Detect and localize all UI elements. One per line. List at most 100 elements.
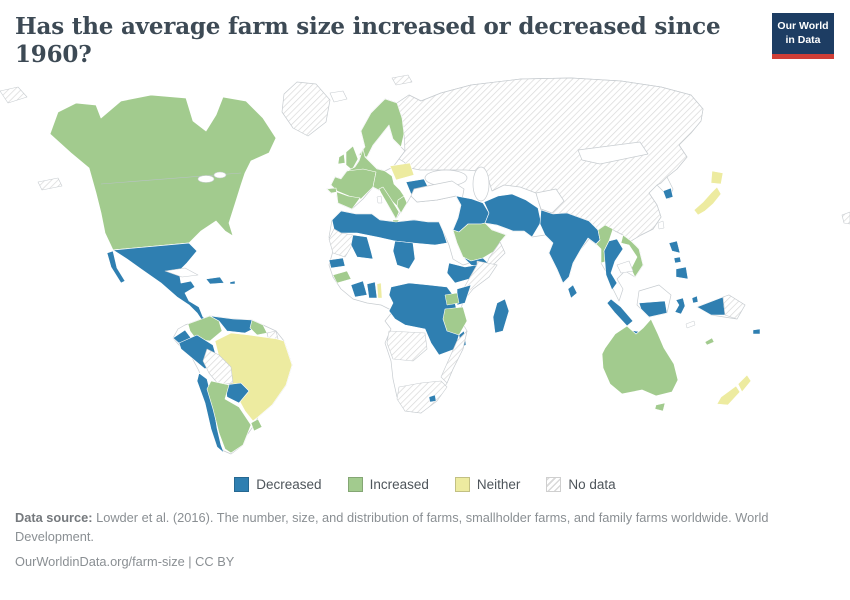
legend-label-decreased: Decreased	[256, 476, 322, 492]
region-sri-lanka[interactable]	[567, 284, 578, 299]
region-chad[interactable]	[392, 240, 416, 270]
region-central-europe[interactable]	[346, 148, 405, 207]
region-madagascar[interactable]	[492, 298, 510, 334]
legend-label-no-data: No data	[568, 476, 616, 492]
legend-item-no-data[interactable]: No data	[546, 476, 616, 492]
region-cote-divoire[interactable]	[350, 280, 368, 298]
region-uganda[interactable]	[444, 292, 460, 306]
region-central-africa[interactable]	[388, 282, 460, 356]
world-map	[0, 72, 850, 467]
region-angola[interactable]	[386, 330, 428, 362]
region-greenland[interactable]	[281, 81, 331, 137]
region-svalbard[interactable]	[391, 74, 413, 86]
region-south-korea[interactable]	[662, 187, 674, 200]
region-vietnam-laos[interactable]	[620, 234, 644, 278]
map-legend: Decreased Increased Neither No data	[0, 475, 850, 493]
region-bolivia[interactable]	[202, 348, 234, 386]
region-new-guinea-west[interactable]	[696, 296, 726, 316]
region-chukotka-fragment[interactable]	[0, 86, 28, 104]
region-lesotho[interactable]	[428, 394, 437, 403]
data-source-note: Data source: Lowder et al. (2016). The n…	[15, 509, 827, 546]
region-mali[interactable]	[350, 234, 374, 260]
great-lakes	[213, 171, 227, 179]
region-sulawesi[interactable]	[674, 297, 686, 315]
world-map-svg	[0, 74, 850, 455]
region-philippines-luzon[interactable]	[668, 240, 681, 254]
region-timor[interactable]	[685, 320, 696, 329]
region-south-africa[interactable]	[396, 380, 448, 414]
region-japan-honshu-kyushu[interactable]	[693, 186, 722, 216]
region-guyana[interactable]	[249, 319, 268, 336]
region-thailand[interactable]	[603, 238, 624, 291]
region-papua-new-guinea[interactable]	[722, 294, 746, 320]
legend-swatch-increased	[347, 476, 363, 492]
region-scandinavia[interactable]	[358, 98, 405, 158]
legend-swatch-decreased	[234, 476, 250, 492]
region-cuba[interactable]	[164, 267, 199, 278]
region-afghanistan[interactable]	[535, 188, 565, 214]
data-source-label: Data source:	[15, 510, 93, 525]
region-puerto-rico[interactable]	[229, 280, 236, 285]
region-togo[interactable]	[376, 282, 383, 299]
region-oman[interactable]	[484, 241, 506, 270]
region-mauritania[interactable]	[328, 228, 354, 258]
region-taiwan[interactable]	[657, 220, 665, 230]
region-india-pakistan-bangladesh[interactable]	[539, 209, 601, 284]
region-poland[interactable]	[389, 162, 415, 181]
region-new-zealand-north[interactable]	[737, 374, 752, 393]
region-mongolia[interactable]	[577, 141, 649, 165]
legend-label-increased: Increased	[369, 476, 429, 492]
owid-logo-line1: Our World	[777, 20, 829, 33]
legend-item-neither[interactable]: Neither	[454, 476, 521, 492]
region-united-kingdom[interactable]	[345, 145, 359, 171]
region-philippines-visayas[interactable]	[673, 256, 682, 264]
footer-link-line[interactable]: OurWorldinData.org/farm-size | CC BY	[15, 554, 235, 570]
region-sumatra[interactable]	[606, 298, 634, 327]
region-ghana[interactable]	[366, 281, 378, 299]
region-venezuela[interactable]	[209, 315, 258, 334]
legend-swatch-neither	[454, 476, 470, 492]
legend-item-increased[interactable]: Increased	[347, 476, 429, 492]
region-right-edge-fragment[interactable]	[841, 211, 850, 225]
region-ireland[interactable]	[337, 153, 346, 165]
region-baja-california[interactable]	[106, 250, 126, 284]
region-uruguay[interactable]	[250, 418, 263, 432]
chart-footer: Data source: Lowder et al. (2016). The n…	[15, 509, 827, 572]
region-italy[interactable]	[378, 186, 400, 220]
great-lakes	[197, 175, 215, 183]
caspian-sea	[472, 166, 490, 202]
region-tasmania[interactable]	[654, 402, 666, 412]
region-mozambique[interactable]	[440, 330, 468, 384]
region-canada-usa[interactable]	[49, 94, 277, 251]
legend-item-decreased[interactable]: Decreased	[234, 476, 322, 492]
owid-logo-line2: in Data	[785, 33, 821, 46]
region-australia[interactable]	[601, 318, 679, 397]
data-source-text: Lowder et al. (2016). The number, size, …	[15, 510, 769, 544]
region-fiji[interactable]	[752, 328, 761, 335]
region-senegal[interactable]	[328, 257, 346, 269]
region-hispaniola[interactable]	[205, 276, 225, 285]
chart-header: Has the average farm size increased or d…	[0, 0, 850, 68]
legend-label-neither: Neither	[476, 476, 521, 492]
page-title: Has the average farm size increased or d…	[15, 13, 721, 68]
region-north-africa[interactable]	[331, 210, 448, 246]
region-aleutian-fragment[interactable]	[37, 177, 63, 191]
region-iceland[interactable]	[329, 90, 348, 103]
region-halmahera[interactable]	[691, 295, 699, 304]
region-greece[interactable]	[396, 195, 408, 214]
region-guinea[interactable]	[332, 270, 352, 284]
region-cambodia[interactable]	[616, 260, 634, 274]
region-philippines-mindanao[interactable]	[675, 266, 689, 280]
legend-swatch-no-data	[546, 476, 562, 492]
region-mexico-central-america[interactable]	[112, 242, 218, 326]
region-argentina[interactable]	[206, 380, 252, 454]
region-iberia[interactable]	[326, 187, 361, 210]
region-sardinia[interactable]	[376, 195, 383, 204]
region-new-zealand-south[interactable]	[716, 385, 741, 406]
owid-logo[interactable]: Our World in Data	[772, 13, 834, 59]
region-paraguay[interactable]	[224, 382, 250, 404]
region-new-caledonia[interactable]	[704, 337, 715, 346]
region-kalimantan[interactable]	[638, 300, 668, 318]
region-japan-hokkaido[interactable]	[710, 170, 724, 185]
